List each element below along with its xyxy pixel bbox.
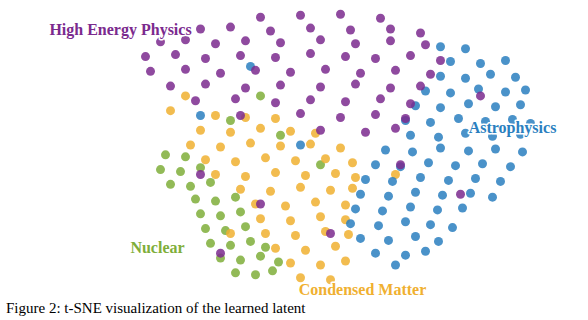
svg-text:Astrophysics: Astrophysics [469, 119, 557, 137]
svg-text:High Energy Physics: High Energy Physics [49, 21, 191, 39]
svg-text:Condensed Matter: Condensed Matter [299, 281, 427, 298]
svg-text:Nuclear: Nuclear [130, 239, 184, 256]
html-text:Figure 2: t-SNE visualization: Figure 2: t-SNE visualization of the lea… [6, 300, 306, 316]
